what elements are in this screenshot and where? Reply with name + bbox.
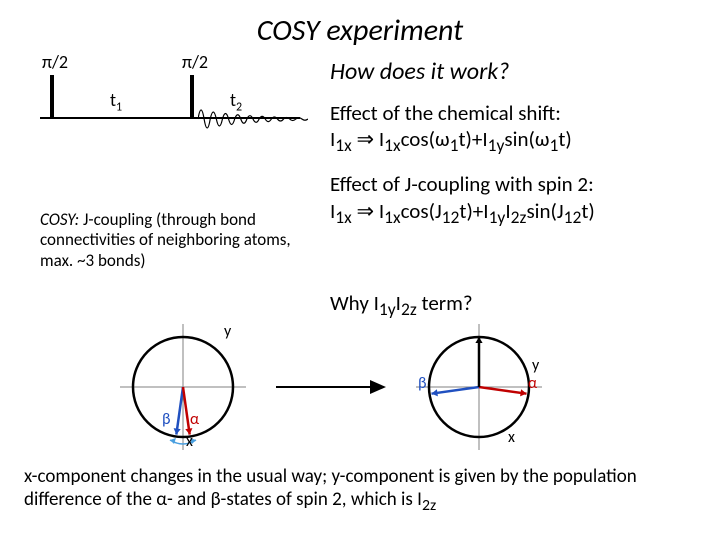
j-coupling-effect: Effect of J-coupling with spin 2: I1x ⇒ … bbox=[330, 171, 700, 228]
x-axis-label: x bbox=[508, 428, 515, 447]
question-heading: How does it work? bbox=[330, 57, 700, 86]
t1-label: t1 bbox=[110, 89, 122, 115]
chemical-shift-formula: I1x ⇒ I1xcos(ω1t)+I1ysin(ω1t) bbox=[330, 126, 572, 152]
x-axis-label: x bbox=[186, 432, 193, 451]
pulse-sequence-diagram: π/2 π/2 t1 t2 bbox=[40, 57, 320, 187]
why-question: Why I1yI2z term? bbox=[330, 290, 473, 320]
explanation-column: How does it work? Effect of the chemical… bbox=[320, 57, 700, 239]
pulse2-label: π/2 bbox=[182, 51, 208, 73]
vector-diagrams-row: y x α β y x α β bbox=[120, 322, 600, 452]
pulse1-bar bbox=[50, 75, 54, 119]
fid-decay-icon bbox=[198, 99, 308, 139]
beta-label: β bbox=[162, 410, 171, 429]
pulse1-label: π/2 bbox=[42, 51, 68, 73]
transition-arrow-icon bbox=[276, 377, 386, 397]
cosy-caption: COSY: J-coupling (through bond connectiv… bbox=[40, 210, 300, 271]
vector-circle-1: y x α β bbox=[120, 324, 246, 450]
vector-circle-2: y x α β bbox=[416, 324, 542, 450]
alpha-label: α bbox=[190, 410, 199, 429]
pulse2-bar bbox=[190, 75, 194, 119]
chemical-shift-effect: Effect of the chemical shift: I1x ⇒ I1xc… bbox=[330, 100, 700, 157]
bottom-explanation: x-component changes in the usual way; y-… bbox=[24, 466, 696, 515]
y-axis-label: y bbox=[224, 322, 231, 341]
slide-title: COSY experiment bbox=[0, 0, 720, 49]
beta-label: β bbox=[418, 374, 427, 393]
alpha-label: α bbox=[528, 374, 537, 393]
j-coupling-formula: I1x ⇒ I1xcos(J12t)+I1yI2zsin(J12t) bbox=[330, 198, 595, 224]
y-axis-label: y bbox=[532, 356, 539, 375]
